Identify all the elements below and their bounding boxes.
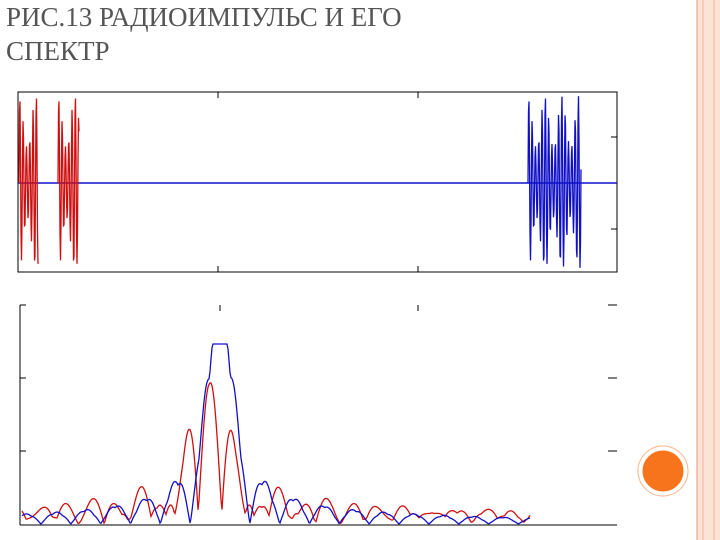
spectrum-plot xyxy=(19,304,617,526)
spectrum-curve xyxy=(21,382,531,525)
decor-circle xyxy=(639,447,687,495)
side-band xyxy=(697,0,720,540)
title-line: РИС.13 РАДИОИМПУЛЬС И ЕГО xyxy=(6,2,402,32)
pulse-burst xyxy=(527,96,582,268)
pulse-burst xyxy=(57,98,80,264)
plot-frame xyxy=(17,91,618,273)
pulse-burst xyxy=(18,98,39,264)
decor-ring xyxy=(637,445,689,497)
spectrum-curve xyxy=(21,343,531,525)
title-line: СПЕКТР xyxy=(6,36,110,66)
pulse-plot xyxy=(17,91,618,273)
